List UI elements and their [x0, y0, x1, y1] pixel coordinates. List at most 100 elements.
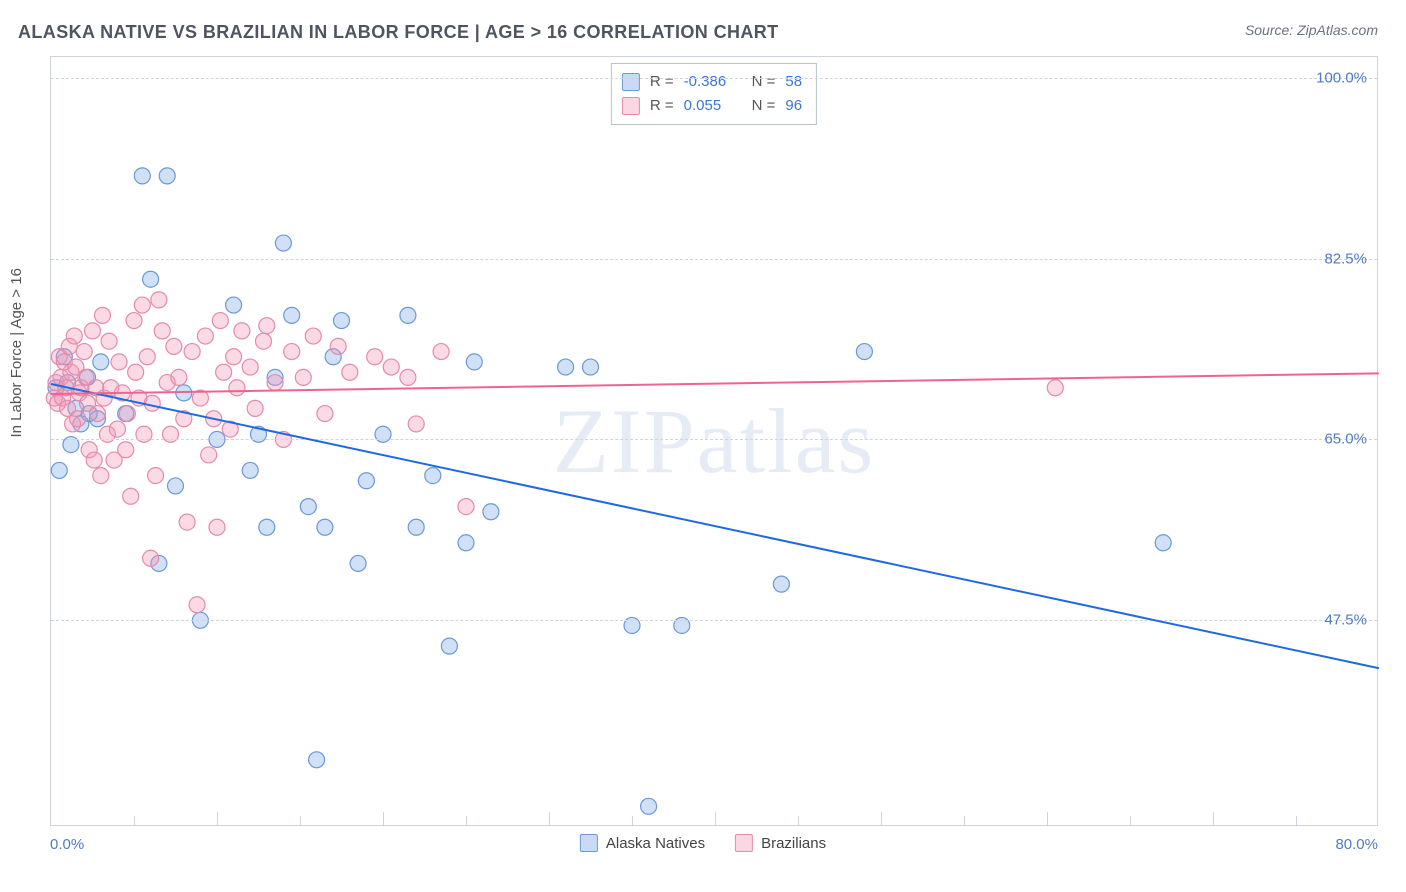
data-point — [342, 364, 358, 380]
data-point — [275, 235, 291, 251]
data-point — [76, 344, 92, 360]
source-label: Source: ZipAtlas.com — [1245, 22, 1378, 38]
data-point — [126, 313, 142, 329]
n-label: N = — [752, 94, 776, 118]
data-point — [93, 354, 109, 370]
data-point — [408, 416, 424, 432]
legend-row-brazilian: R = 0.055 N = 96 — [622, 94, 802, 118]
data-point — [111, 354, 127, 370]
x-axis-min: 0.0% — [50, 836, 84, 853]
data-point — [242, 462, 258, 478]
data-point — [94, 307, 110, 323]
data-point — [134, 168, 150, 184]
x-tick — [798, 816, 799, 826]
r-label: R = — [650, 94, 674, 118]
data-point — [189, 597, 205, 613]
data-point — [400, 307, 416, 323]
swatch-icon — [580, 834, 598, 852]
data-point — [118, 442, 134, 458]
data-point — [773, 576, 789, 592]
data-point — [247, 400, 263, 416]
data-point — [259, 519, 275, 535]
data-point — [309, 752, 325, 768]
data-point — [458, 499, 474, 515]
data-point — [242, 359, 258, 375]
r-label: R = — [650, 70, 674, 94]
y-axis-label: In Labor Force | Age > 16 — [8, 268, 25, 437]
series-legend: Alaska Natives Brazilians — [580, 834, 826, 852]
data-point — [466, 354, 482, 370]
x-tick — [217, 812, 218, 826]
x-tick — [1296, 816, 1297, 826]
data-point — [234, 323, 250, 339]
r-value: -0.386 — [684, 70, 742, 94]
correlation-legend: R = -0.386 N = 58 R = 0.055 N = 96 — [611, 63, 817, 125]
x-tick — [300, 816, 301, 826]
data-point — [171, 369, 187, 385]
swatch-icon — [735, 834, 753, 852]
y-tick-label: 65.0% — [1324, 431, 1367, 448]
data-point — [458, 535, 474, 551]
data-point — [109, 421, 125, 437]
data-point — [400, 369, 416, 385]
data-point — [51, 462, 67, 478]
x-tick — [1130, 816, 1131, 826]
data-point — [66, 328, 82, 344]
data-point — [255, 333, 271, 349]
data-point — [1155, 535, 1171, 551]
x-tick — [1213, 812, 1214, 826]
data-point — [209, 519, 225, 535]
data-point — [139, 349, 155, 365]
data-point — [143, 550, 159, 566]
data-point — [300, 499, 316, 515]
header: ALASKA NATIVE VS BRAZILIAN IN LABOR FORC… — [0, 0, 1406, 53]
data-point — [197, 328, 213, 344]
chart-title: ALASKA NATIVE VS BRAZILIAN IN LABOR FORC… — [18, 22, 779, 43]
data-point — [317, 406, 333, 422]
data-point — [383, 359, 399, 375]
data-point — [128, 364, 144, 380]
n-value: 96 — [785, 94, 802, 118]
legend-item-brazilian: Brazilians — [735, 834, 826, 852]
data-point — [154, 323, 170, 339]
data-point — [350, 555, 366, 571]
swatch-icon — [622, 97, 640, 115]
data-point — [334, 313, 350, 329]
n-label: N = — [752, 70, 776, 94]
data-point — [216, 364, 232, 380]
legend-item-alaska: Alaska Natives — [580, 834, 705, 852]
legend-label: Brazilians — [761, 835, 826, 852]
data-point — [229, 380, 245, 396]
data-point — [317, 519, 333, 535]
data-point — [184, 344, 200, 360]
data-point — [101, 333, 117, 349]
data-point — [151, 292, 167, 308]
data-point — [284, 307, 300, 323]
data-point — [201, 447, 217, 463]
data-point — [212, 313, 228, 329]
data-point — [1047, 380, 1063, 396]
gridline — [51, 259, 1377, 260]
data-point — [123, 488, 139, 504]
data-point — [259, 318, 275, 334]
x-tick — [1047, 812, 1048, 826]
r-value: 0.055 — [684, 94, 742, 118]
y-tick-label: 100.0% — [1316, 69, 1367, 86]
data-point — [86, 452, 102, 468]
data-point — [267, 375, 283, 391]
data-point — [284, 344, 300, 360]
data-point — [425, 468, 441, 484]
data-point — [179, 514, 195, 530]
x-tick — [964, 816, 965, 826]
data-point — [330, 338, 346, 354]
x-tick — [632, 816, 633, 826]
data-point — [441, 638, 457, 654]
data-point — [148, 468, 164, 484]
y-tick-label: 82.5% — [1324, 250, 1367, 267]
data-point — [483, 504, 499, 520]
data-point — [134, 297, 150, 313]
data-point — [70, 411, 86, 427]
gridline — [51, 620, 1377, 621]
data-point — [226, 297, 242, 313]
data-point — [226, 349, 242, 365]
